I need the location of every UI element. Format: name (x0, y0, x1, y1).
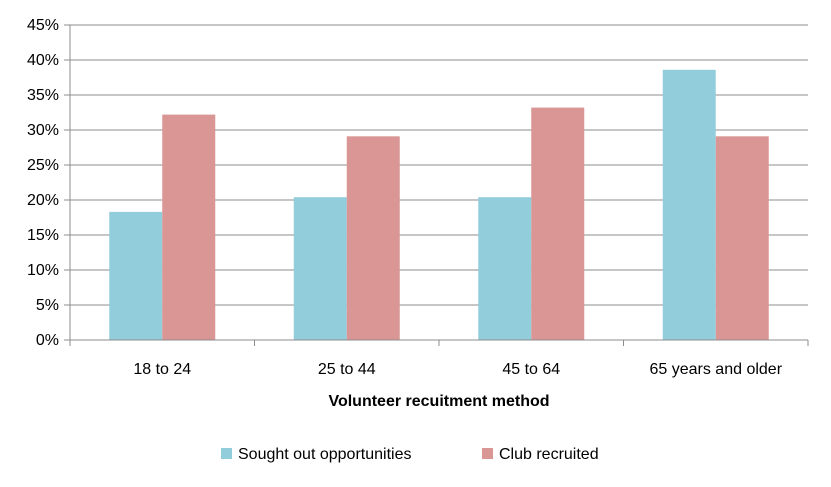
x-axis-ticks: 18 to 24 25 to 44 45 to 64 65 years and old… (69, 340, 809, 378)
bar-club-recruited (162, 114, 216, 340)
bars (109, 69, 769, 341)
legend-swatch-club-recruited (482, 448, 493, 459)
x-tick-label: 25 to 44 (318, 361, 376, 378)
x-tick-label: 45 to 64 (502, 361, 560, 378)
legend: Sought out opportunities Club recruited (221, 446, 599, 463)
y-tick-label: 10% (27, 262, 59, 279)
y-tick-label: 0% (36, 332, 59, 349)
bar-sought-out (662, 69, 716, 341)
x-tick-label: 65 years and older (649, 361, 782, 378)
legend-label-club-recruited: Club recruited (499, 446, 599, 463)
y-tick-label: 30% (27, 122, 59, 139)
y-tick-label: 5% (36, 297, 59, 314)
x-axis-title: Volunteer recuitment method (328, 393, 549, 410)
y-tick-label: 25% (27, 157, 59, 174)
bar-sought-out (293, 197, 347, 340)
y-tick-label: 15% (27, 227, 59, 244)
y-tick-label: 40% (27, 52, 59, 69)
bar-club-recruited (346, 136, 400, 340)
x-tick-label: 18 to 24 (133, 361, 191, 378)
y-tick-label: 20% (27, 192, 59, 209)
bar-sought-out (109, 211, 163, 340)
legend-label-sought-out: Sought out opportunities (238, 446, 411, 463)
y-axis-ticks: 0% 5% 10% 15% 20% 25% 30% 35% 40% 45% (27, 17, 70, 349)
legend-swatch-sought-out (221, 448, 232, 459)
bar-sought-out (478, 197, 532, 340)
bar-club-recruited (531, 107, 585, 340)
y-tick-label: 35% (27, 87, 59, 104)
y-tick-label: 45% (27, 17, 59, 34)
bar-club-recruited (715, 136, 769, 340)
